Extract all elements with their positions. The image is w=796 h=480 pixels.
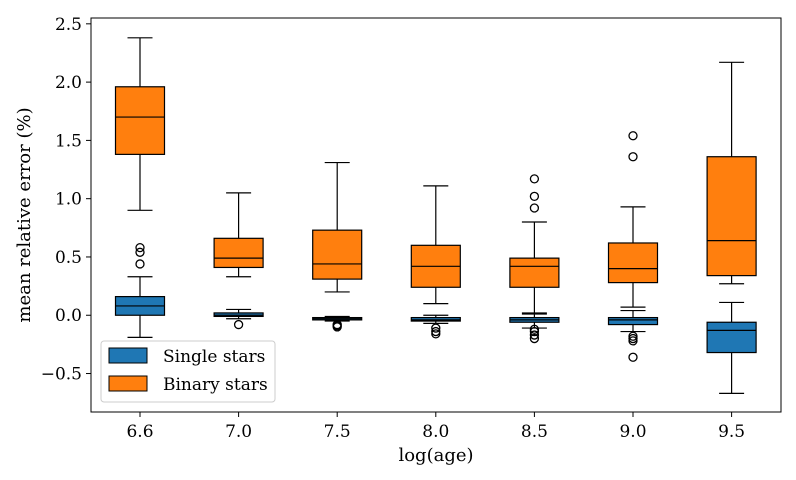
box-binary-stars-6.6 [114,37,166,211]
outlier-point [628,152,638,162]
x-tick-label: 7.5 [324,422,351,442]
ticks-layer: −0.5 0.0 0.5 1.0 1.5 2.0 2.5 6.6 7.0 7.5 8.0 8.5 9.0… [41,15,745,442]
box-single-stars-8.5 [509,312,560,344]
y-tick-label: 0.5 [55,248,82,268]
y-tick-label: 1.5 [55,131,82,151]
outlier-point [529,174,540,184]
box-single-stars-9.5 [706,301,757,394]
outlier-point [529,333,540,344]
box-binary-stars-9.0 [607,131,659,308]
box-iqr [114,86,166,155]
x-tick-label: 8.0 [422,422,449,442]
y-tick-label: −0.5 [41,365,82,385]
outlier-point [431,329,441,339]
outlier-point [529,191,540,201]
outlier-point [135,247,145,257]
x-tick-label: 9.5 [718,422,745,442]
box-single-stars-7.5 [312,315,363,332]
box-binary-stars-8.5 [509,174,560,315]
x-tick-label: 7.0 [225,422,252,442]
x-tick-label: 9.0 [619,422,646,442]
outlier-point [529,203,540,213]
outlier-point [529,330,540,340]
outlier-point [628,352,638,362]
box-iqr [312,229,363,280]
legend-swatch-binary-stars [108,375,148,392]
box-iqr [706,156,757,277]
legend-label-binary-stars: Binary stars [163,375,268,395]
x-axis-label: log(age) [398,445,473,466]
x-tick-label: 8.5 [521,422,548,442]
box-single-stars-9.0 [607,309,659,362]
box-iqr [213,237,264,269]
x-tick-label: 6.6 [126,422,153,442]
box-iqr [607,242,659,284]
box-binary-stars-7.5 [312,161,363,293]
y-tick-label: 1.0 [55,190,82,210]
outlier-point [431,323,441,333]
box-iqr [509,257,560,288]
y-tick-label: 2.0 [55,73,82,93]
box-binary-stars-9.5 [706,61,757,285]
box-iqr [607,316,659,326]
legend-swatch-single-stars [108,347,148,364]
box-binary-stars-7.0 [213,192,264,278]
y-axis-label: mean relative error (%) [14,107,35,322]
legend-label-single-stars: Single stars [163,347,265,367]
outlier-point [332,322,342,332]
y-tick-label: 2.5 [55,15,82,35]
outlier-point [233,319,244,330]
box-binary-stars-8.0 [410,185,461,305]
outlier-point [135,242,145,253]
y-tick-label: 0.0 [55,306,82,326]
box-iqr [706,321,757,354]
plot-layer [114,37,757,394]
outlier-point [628,131,638,141]
box-single-stars-6.6 [114,242,166,338]
outlier-point [529,326,540,337]
legend: Single stars Binary stars [100,340,276,403]
box-single-stars-7.0 [213,308,264,330]
outlier-point [135,259,145,269]
box-single-stars-8.0 [410,314,461,339]
outlier-point [628,336,638,346]
